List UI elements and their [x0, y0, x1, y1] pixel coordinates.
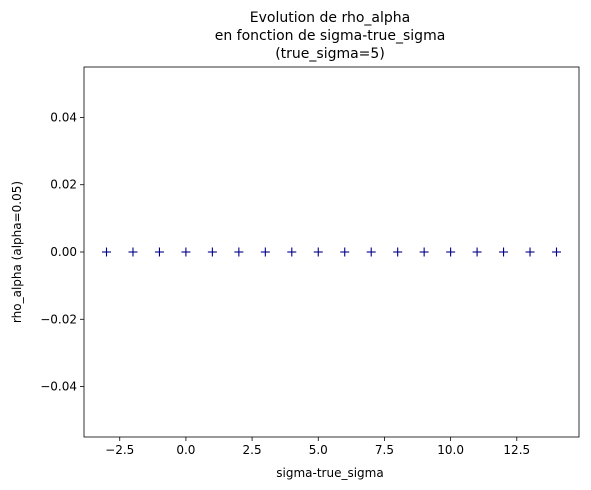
data-point: [287, 247, 297, 257]
data-point: [419, 247, 429, 257]
x-axis-label: sigma-true_sigma: [276, 466, 383, 480]
data-point: [313, 247, 323, 257]
x-tick-label: 7.5: [375, 443, 394, 457]
data-point: [154, 247, 164, 257]
y-axis-label: rho_alpha (alpha=0.05): [10, 181, 24, 323]
data-point: [234, 247, 244, 257]
y-tick-label: 0.02: [50, 178, 77, 192]
x-tick-label: 12.5: [503, 443, 530, 457]
data-point: [102, 247, 111, 257]
chart-title-line-1: Evolution de rho_alpha: [250, 10, 410, 26]
y-tick-label: −0.04: [40, 380, 77, 394]
x-tick-label: 0.0: [176, 443, 195, 457]
plot-area: −2.5 0.0 2.5 5.0 7.5 10.0 12.5 −0.04 −0.02 0.00 0.…: [40, 66, 580, 457]
y-tick-label: −0.02: [40, 312, 77, 326]
x-tick-label: 2.5: [243, 443, 262, 457]
y-tick-label: 0.00: [50, 245, 77, 259]
x-tick-label: 10.0: [437, 443, 464, 457]
data-point: [366, 247, 376, 257]
data-point: [446, 247, 456, 257]
data-point: [260, 247, 270, 257]
chart-title: Evolution de rho_alpha en fonction de si…: [215, 10, 446, 62]
data-point: [499, 247, 509, 257]
data-point: [525, 247, 535, 257]
x-tick-label: −2.5: [105, 443, 134, 457]
data-point: [393, 247, 403, 257]
data-point: [207, 247, 217, 257]
data-point: [128, 247, 138, 257]
y-tick-label: 0.04: [50, 110, 77, 124]
data-point: [552, 247, 561, 257]
data-point: [181, 247, 191, 257]
x-tick-label: 5.0: [309, 443, 328, 457]
data-point: [472, 247, 482, 257]
data-point: [340, 247, 350, 257]
chart-title-line-2: en fonction de sigma-true_sigma: [215, 28, 446, 44]
chart-title-line-3: (true_sigma=5): [275, 46, 385, 62]
